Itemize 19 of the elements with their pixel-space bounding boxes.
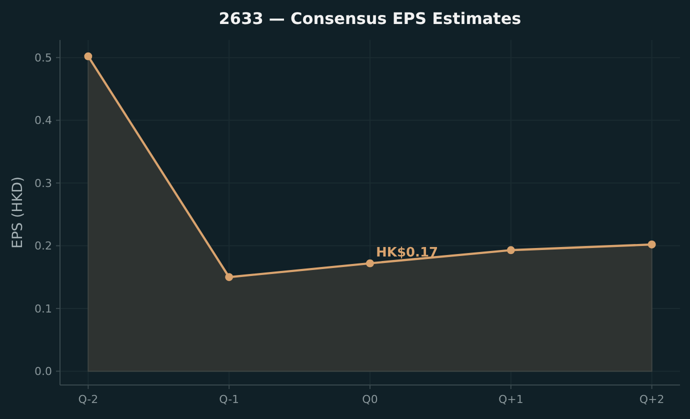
x-tick-label: Q-1 bbox=[219, 393, 240, 406]
y-tick-label: 0.4 bbox=[34, 114, 52, 128]
x-tick-label: Q+2 bbox=[639, 393, 664, 406]
y-axis-title: EPS (HKD) bbox=[10, 176, 26, 249]
annotation: HK$0.17 bbox=[376, 245, 438, 260]
y-tick-label: 0.2 bbox=[34, 240, 52, 253]
point bbox=[366, 259, 374, 268]
y-tick-label: 0.5 bbox=[34, 51, 52, 64]
y-tick-label: 0.1 bbox=[34, 302, 52, 316]
chart-title: 2633 — Consensus EPS Estimates bbox=[218, 9, 522, 28]
point bbox=[648, 240, 656, 248]
point bbox=[225, 273, 234, 282]
y-tick-label: 0.0 bbox=[34, 365, 52, 378]
x-tick-label: Q0 bbox=[362, 393, 378, 406]
point bbox=[506, 246, 515, 254]
point bbox=[84, 52, 92, 60]
y-tick-label: 0.3 bbox=[34, 176, 52, 190]
x-tick-label: Q+1 bbox=[498, 393, 524, 406]
x-tick-label: Q-2 bbox=[78, 393, 98, 406]
